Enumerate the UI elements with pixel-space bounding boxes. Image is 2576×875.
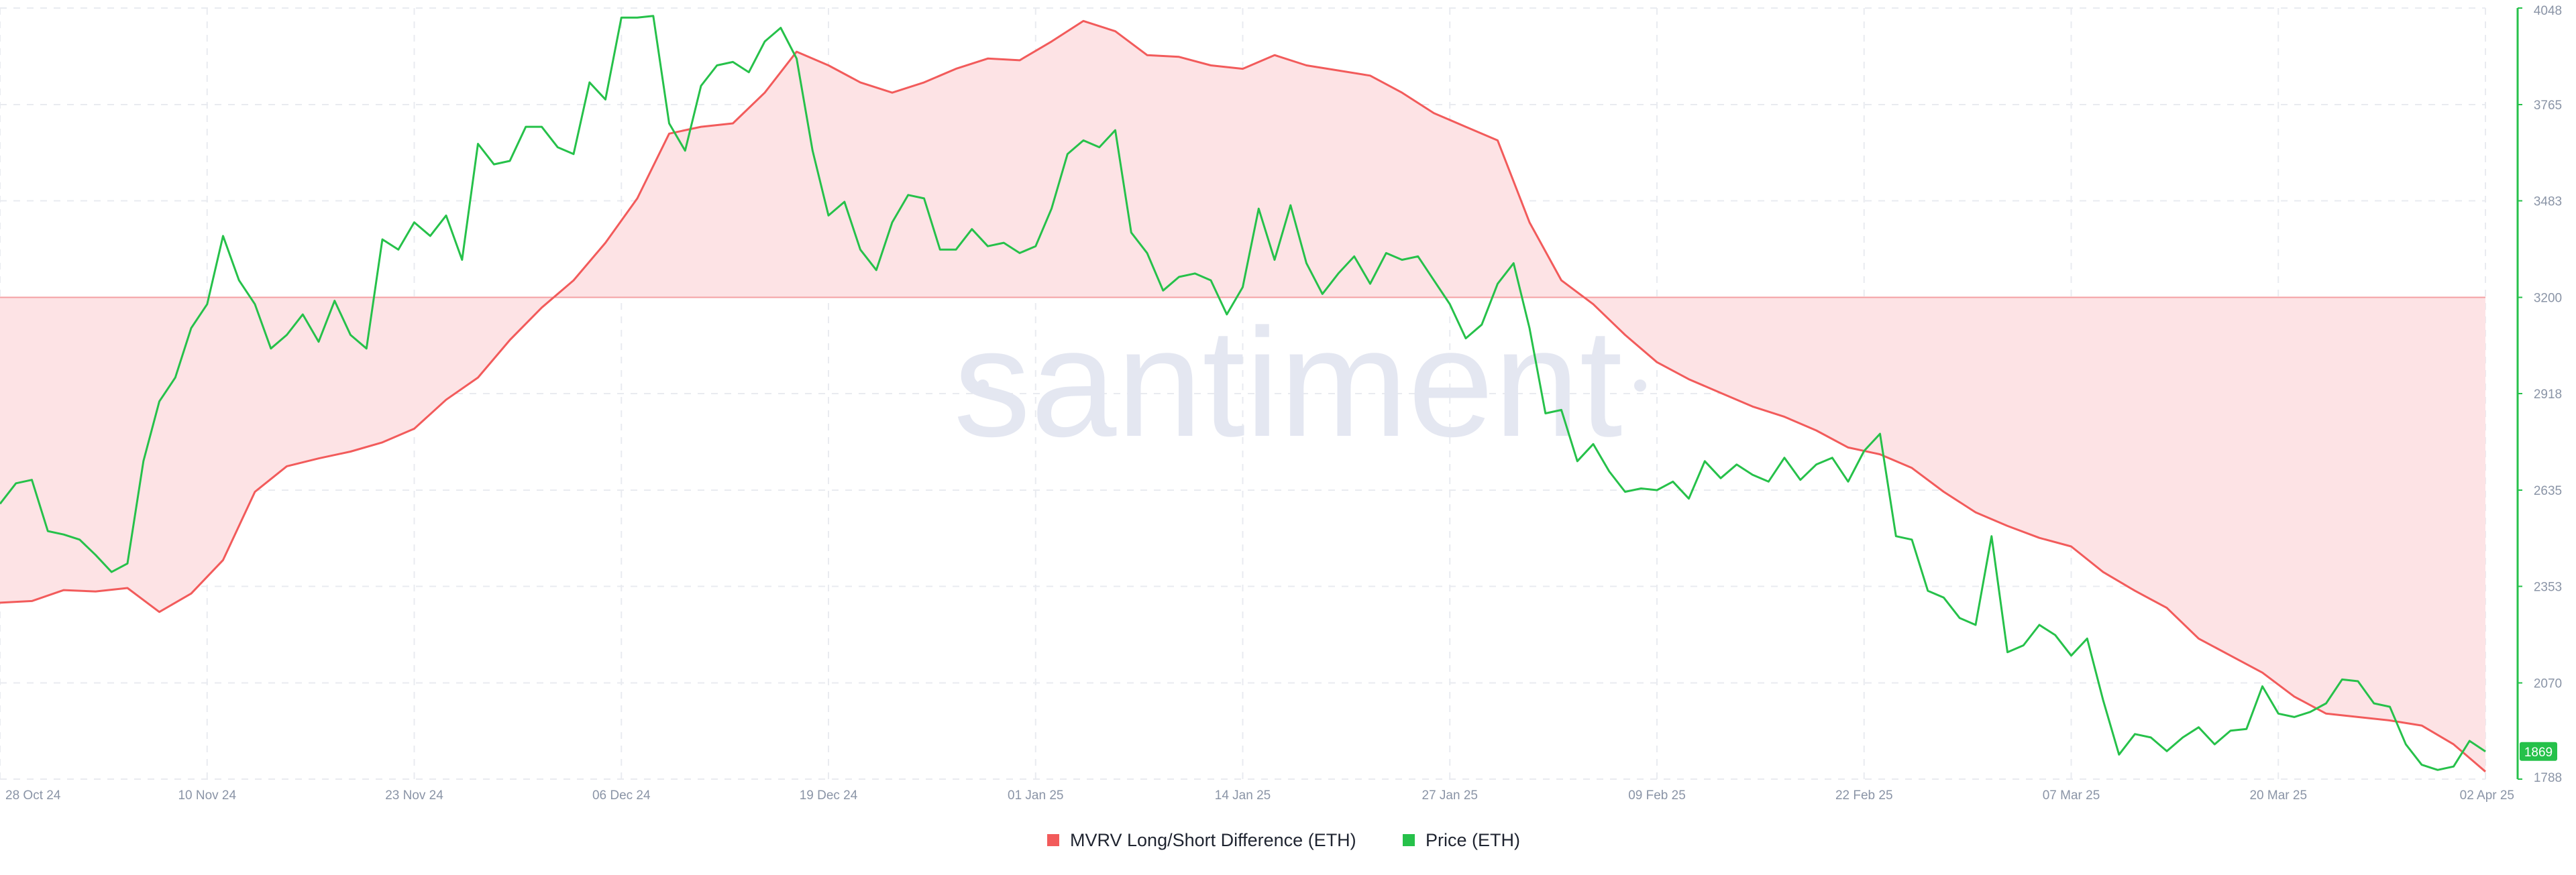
price-line bbox=[0, 15, 2486, 771]
x-tick-label-9: 22 Feb 25 bbox=[1835, 789, 1893, 803]
series-lines bbox=[0, 15, 2486, 772]
mvrv-line bbox=[0, 19, 2486, 772]
legend-swatch-mvrv bbox=[1047, 834, 1059, 846]
price-tick-label-8: 4048 bbox=[2534, 4, 2562, 18]
legend-label-price: Price (ETH) bbox=[1426, 830, 1520, 850]
price-badge-label: 1869 bbox=[2524, 746, 2553, 760]
x-tick-label-11: 20 Mar 25 bbox=[2249, 789, 2307, 803]
price-tick-label-3: 2635 bbox=[2534, 484, 2562, 498]
mvrv-fill bbox=[0, 21, 2485, 772]
x-axis-ticks: 28 Oct 24 10 Nov 24 23 Nov 24 06 Dec 24 19 D… bbox=[5, 789, 2514, 803]
legend-label-mvrv: MVRV Long/Short Difference (ETH) bbox=[1070, 830, 1356, 850]
price-tick-label-7: 3765 bbox=[2534, 99, 2562, 113]
x-tick-label-3: 06 Dec 24 bbox=[592, 789, 651, 803]
price-badge-bg bbox=[2520, 742, 2557, 761]
x-tick-label-1: 10 Nov 24 bbox=[178, 789, 236, 803]
x-tick-label-5: 01 Jan 25 bbox=[1008, 789, 1063, 803]
x-tick-label-0: 28 Oct 24 bbox=[5, 789, 61, 803]
price-tick-label-5: 3200 bbox=[2534, 292, 2562, 306]
x-tick-label-8: 09 Feb 25 bbox=[1628, 789, 1686, 803]
x-tick-label-10: 07 Mar 25 bbox=[2043, 789, 2100, 803]
price-tick-label-4: 2918 bbox=[2534, 388, 2562, 402]
price-axis-ticks: 1788 2070 2353 2635 2918 3200 3483 3765 4048 bbox=[2518, 4, 2562, 785]
legend-swatch-price bbox=[1403, 834, 1415, 846]
x-tick-label-12: 02 Apr 25 bbox=[2460, 789, 2514, 803]
price-tick-label-1: 2070 bbox=[2534, 677, 2562, 691]
x-tick-label-7: 27 Jan 25 bbox=[1422, 789, 1478, 803]
price-tick-label-6: 3483 bbox=[2534, 195, 2562, 209]
x-tick-label-2: 23 Nov 24 bbox=[385, 789, 443, 803]
chart-legend: MVRV Long/Short Difference (ETH) Price (E… bbox=[1047, 830, 1520, 850]
mvrv-area bbox=[0, 21, 2485, 772]
x-tick-label-6: 14 Jan 25 bbox=[1215, 789, 1271, 803]
x-tick-label-4: 19 Dec 24 bbox=[800, 789, 858, 803]
watermark-dot-left bbox=[977, 380, 989, 392]
price-tick-label-2: 2353 bbox=[2534, 581, 2562, 595]
santiment-watermark: santiment bbox=[953, 296, 1622, 469]
price-tick-label-0: 1788 bbox=[2534, 771, 2562, 785]
watermark-dot-right bbox=[1634, 380, 1646, 392]
current-price-badge: 1869 bbox=[2520, 742, 2557, 761]
